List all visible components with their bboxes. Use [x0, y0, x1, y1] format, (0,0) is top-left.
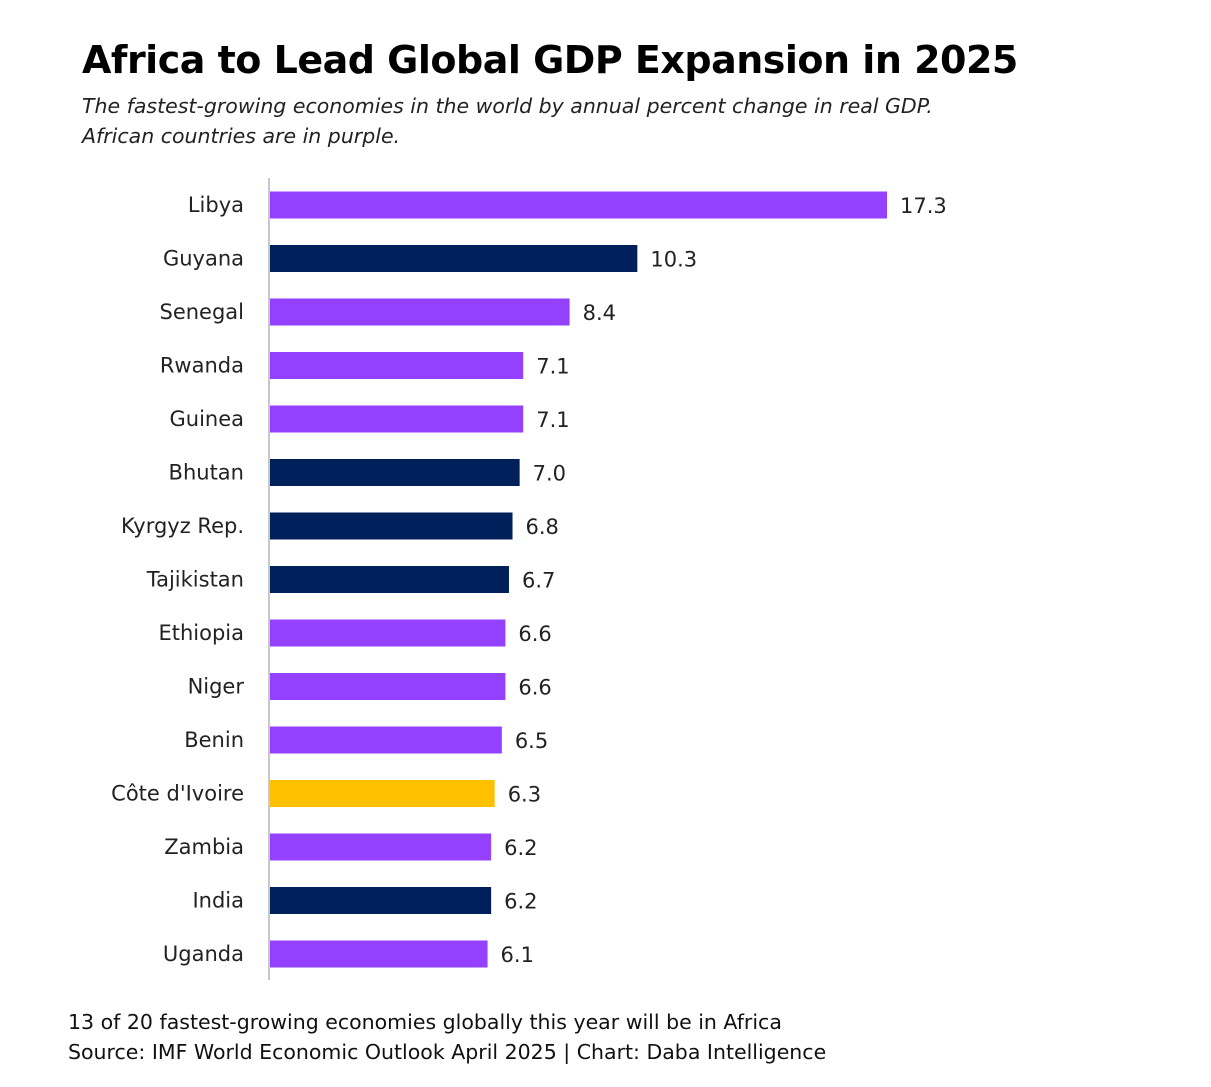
value-labels-group: 17.3 10.3 8.4 7.1 7.1 7.0 6.8 6.7 6.6 6.6 6.5 6.3 6.…: [501, 194, 947, 967]
value-label-bhutan: 7.0: [533, 462, 566, 486]
category-labels-group: Libya Guyana Senegal Rwanda Guinea Bhutan Kyrg…: [111, 193, 244, 966]
bar-niger: [270, 673, 506, 700]
category-label-libya: Libya: [188, 193, 244, 217]
value-label-tajikistan: 6.7: [522, 569, 555, 593]
category-label-ethiopia: Ethiopia: [158, 621, 244, 645]
bar-c-te-d-ivoire: [270, 780, 495, 807]
category-label-bhutan: Bhutan: [169, 461, 244, 485]
category-label-uganda: Uganda: [163, 942, 244, 966]
bar-guyana: [270, 245, 638, 272]
category-label-zambia: Zambia: [164, 835, 244, 859]
value-label-guinea: 7.1: [536, 408, 569, 432]
value-label-libya: 17.3: [900, 194, 947, 218]
category-label-senegal: Senegal: [159, 300, 244, 324]
bar-benin: [270, 726, 502, 754]
category-label-guinea: Guinea: [169, 407, 244, 431]
footer-source: Source: IMF World Economic Outlook April…: [68, 1040, 827, 1064]
value-label-ethiopia: 6.6: [518, 622, 551, 646]
bar-zambia: [270, 833, 492, 861]
value-label-india: 6.2: [504, 890, 537, 914]
subtitle-line-1: The fastest-growing economies in the wor…: [82, 94, 933, 118]
value-label-uganda: 6.1: [501, 943, 534, 967]
footer-note: 13 of 20 fastest-growing economies globa…: [68, 1010, 782, 1034]
subtitle-line-2: African countries are in purple.: [82, 124, 401, 148]
category-label-rwanda: Rwanda: [160, 354, 244, 378]
value-label-guyana: 10.3: [650, 248, 697, 272]
bar-libya: [270, 191, 887, 219]
bar-senegal: [270, 298, 570, 326]
category-label-c-te-d-ivoire: Côte d'Ivoire: [111, 782, 244, 806]
bar-rwanda: [270, 352, 524, 379]
value-label-rwanda: 7.1: [536, 355, 569, 379]
bar-india: [270, 887, 492, 914]
bar-bhutan: [270, 459, 520, 486]
category-label-tajikistan: Tajikistan: [146, 568, 244, 592]
bar-ethiopia: [270, 619, 506, 647]
value-label-niger: 6.6: [518, 676, 551, 700]
chart-subtitle: The fastest-growing economies in the wor…: [82, 91, 1162, 151]
value-label-c-te-d-ivoire: 6.3: [508, 783, 541, 807]
chart-title: Africa to Lead Global GDP Expansion in 2…: [82, 38, 1018, 82]
bar-chart: Libya Guyana Senegal Rwanda Guinea Bhutan Kyrg…: [111, 178, 947, 980]
bars-group: [270, 191, 887, 968]
bar-kyrgyz-rep: [270, 512, 513, 540]
bar-uganda: [270, 940, 488, 968]
value-label-benin: 6.5: [515, 729, 548, 753]
category-label-india: India: [192, 889, 244, 913]
value-label-zambia: 6.2: [504, 836, 537, 860]
bar-guinea: [270, 405, 524, 433]
chart-footer: 13 of 20 fastest-growing economies globa…: [68, 1007, 826, 1067]
category-label-niger: Niger: [188, 675, 245, 699]
value-label-kyrgyz-rep: 6.8: [526, 515, 559, 539]
bar-tajikistan: [270, 566, 509, 593]
value-label-senegal: 8.4: [583, 301, 616, 325]
category-label-guyana: Guyana: [163, 247, 244, 271]
category-label-benin: Benin: [184, 728, 244, 752]
category-label-kyrgyz-rep: Kyrgyz Rep.: [121, 514, 244, 538]
